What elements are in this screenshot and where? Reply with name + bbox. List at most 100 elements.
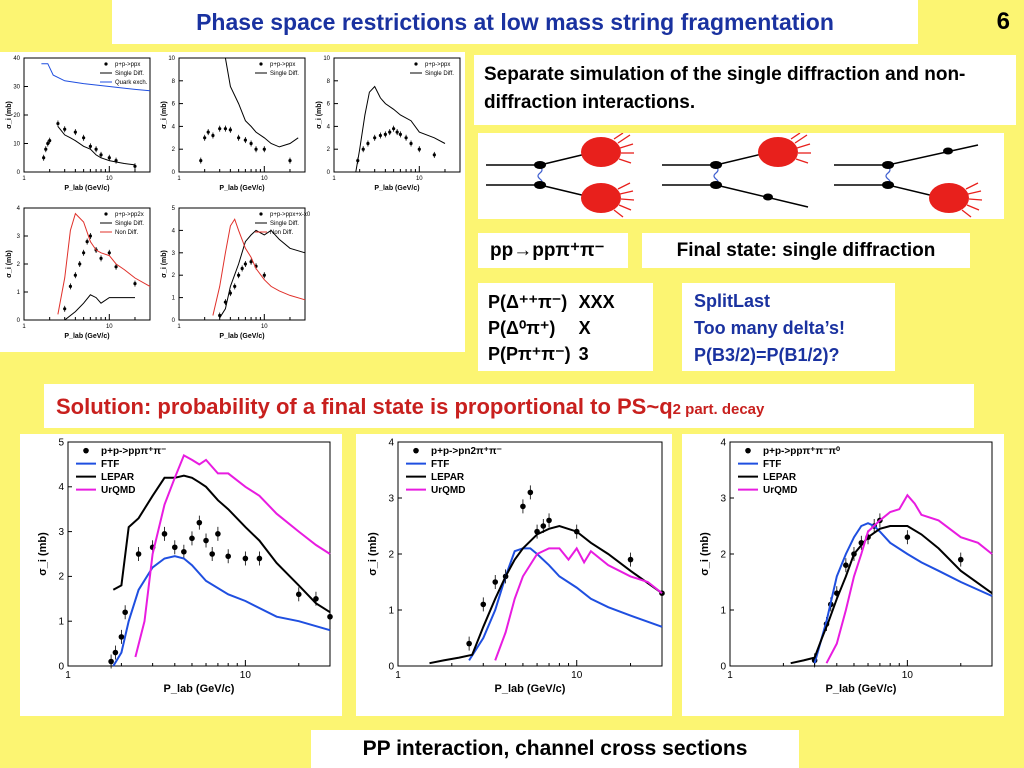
x-tick-label: 1 (177, 324, 181, 330)
data-point (409, 141, 413, 146)
legend-label: UrQMD (763, 485, 797, 496)
x-tick-label: 1 (65, 670, 71, 681)
data-point (42, 156, 46, 160)
split-line: Too many delta’s! (694, 318, 846, 338)
data-point (417, 147, 421, 151)
data-point (135, 551, 142, 557)
large-chart-3-panel: 0 1 2 3 4 1 10 P_lab (GeV/c) σ_i (mb) p+p->ppπ⁺π⁻… (682, 434, 1004, 716)
x-tick-label: 1 (332, 176, 336, 182)
y-tick-label: 40 (13, 56, 20, 62)
table-row: P(Pπ⁺π⁻) 3 (488, 341, 623, 367)
data-point (68, 284, 73, 288)
y-tick-label: 2 (17, 262, 21, 268)
y-tick-label: 4 (58, 482, 64, 493)
data-point (73, 273, 77, 277)
data-point (395, 130, 399, 134)
data-point (242, 555, 249, 562)
y-tick-label: 2 (388, 549, 394, 560)
data-point (56, 121, 60, 126)
solution-banner: Solution: probability of a final state i… (44, 384, 974, 428)
x-tick-label: 10 (261, 324, 268, 330)
data-point (366, 141, 370, 146)
data-point (243, 138, 247, 142)
plot-frame (178, 207, 306, 321)
legend-label: Quark exch. (115, 80, 148, 86)
series-line (813, 522, 993, 664)
legend-swatch (83, 447, 89, 454)
data-point (843, 562, 849, 568)
y-tick-label: 0 (58, 661, 64, 672)
data-point (404, 136, 408, 140)
legend-label: Single Diff. (270, 221, 299, 227)
x-tick-label: 10 (902, 670, 914, 681)
data-point (240, 266, 244, 271)
data-point (82, 136, 86, 140)
legend-swatch (259, 212, 263, 216)
legend-label: p+p->ppπ⁺π⁻ (101, 446, 166, 457)
y-tick-label: 4 (720, 437, 726, 448)
y-tick-label: 0 (327, 170, 331, 176)
data-point (171, 544, 178, 551)
x-axis-label: P_lab (GeV/c) (219, 333, 264, 340)
data-point (189, 535, 195, 542)
data-point (122, 609, 128, 616)
legend-swatch (259, 62, 263, 66)
data-point (85, 240, 89, 244)
data-point (48, 139, 52, 143)
data-point (181, 548, 187, 555)
legend-label: UrQMD (101, 485, 135, 496)
diagram-single-diffraction-a (662, 133, 811, 208)
y-tick-label: 5 (58, 437, 64, 448)
data-point (133, 164, 137, 168)
y-axis-label: σ_i (mb) (367, 532, 379, 576)
data-point (114, 265, 118, 269)
y-tick-label: 1 (720, 605, 726, 616)
legend-label: LEPAR (431, 472, 465, 483)
prob-value: X (578, 318, 591, 338)
legend-label: LEPAR (763, 472, 797, 483)
x-tick-label: 1 (395, 670, 401, 681)
data-point (249, 141, 253, 146)
plot-frame (333, 57, 461, 173)
y-tick-label: 2 (720, 549, 726, 560)
legend-label: Single Diff. (270, 71, 299, 77)
data-point (388, 130, 392, 134)
legend-label: p+p->ppx (115, 62, 140, 68)
data-point (161, 531, 168, 537)
data-point (520, 503, 526, 510)
legend-label: Non Diff. (270, 230, 294, 236)
x-axis-label: P_lab (GeV/c) (64, 185, 109, 192)
data-point (237, 273, 241, 277)
legend-label: Non Diff. (115, 230, 139, 236)
x-tick-label: 10 (240, 670, 252, 681)
y-tick-label: 0 (17, 318, 21, 324)
y-tick-label: 3 (17, 234, 21, 240)
x-tick-label: 1 (177, 176, 181, 182)
data-point (223, 127, 228, 131)
probability-table: P(Δ⁺⁺π⁻) XXX P(Δ⁰π⁺) X P(Pπ⁺π⁻) 3 (478, 283, 653, 371)
y-tick-label: 4 (172, 228, 176, 234)
data-point (233, 284, 237, 288)
data-point (295, 591, 302, 598)
legend-label: p+p->ppπ⁺π⁻π⁰ (763, 446, 840, 457)
diagram-double-diffraction (486, 133, 635, 218)
legend-label: p+p->pp2x (115, 212, 144, 218)
data-point (383, 132, 387, 136)
data-point (540, 523, 547, 529)
data-point (99, 256, 103, 260)
x-tick-label: 10 (106, 324, 113, 330)
data-point (243, 262, 247, 266)
series-line (825, 493, 993, 664)
data-point (546, 517, 552, 524)
chart-small-1: 0 10 20 30 40 1 10 P_lab (GeV/c) σ_i (mb) p+p->pp… (6, 56, 151, 192)
y-tick-label: 1 (58, 617, 64, 628)
data-point (627, 556, 634, 563)
data-point (107, 251, 111, 255)
legend-label: p+p->pn2π⁺π⁻ (431, 446, 502, 457)
legend-label: FTF (101, 459, 119, 470)
data-point (206, 130, 210, 134)
large-chart-1-panel: 0 1 2 3 4 5 1 10 P_lab (GeV/c) σ_i (mb) p+p->ppπ⁺π… (20, 434, 342, 716)
series-line (41, 63, 151, 92)
final-state-label: Final state: single diffraction (642, 233, 970, 268)
